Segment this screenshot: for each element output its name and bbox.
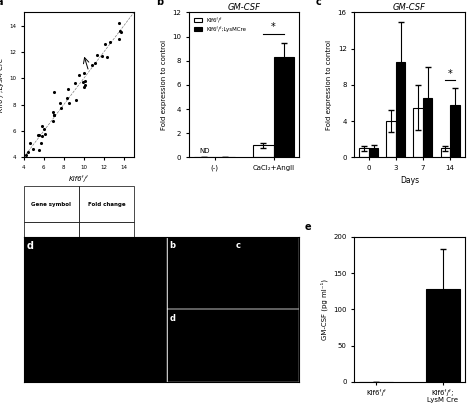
- Bar: [413, 107, 423, 157]
- Point: [65, 100, 73, 106]
- Bar: [440, 148, 450, 157]
- Point: [27, 140, 34, 146]
- Text: c: c: [236, 241, 241, 250]
- Y-axis label: Fold expression to control: Fold expression to control: [326, 40, 332, 130]
- Point: [79, 79, 87, 86]
- Y-axis label: Fold expression to control: Fold expression to control: [161, 40, 167, 130]
- Bar: [396, 62, 405, 157]
- Point: [56, 100, 64, 106]
- Point: [99, 53, 106, 59]
- Text: e: e: [305, 222, 311, 232]
- Point: [115, 36, 123, 42]
- Point: [107, 39, 114, 45]
- Bar: [273, 57, 294, 157]
- Point: [103, 54, 111, 61]
- Point: [81, 81, 88, 88]
- Point: [49, 118, 57, 125]
- Text: ND: ND: [199, 148, 210, 154]
- Point: [38, 123, 46, 129]
- Point: [37, 139, 45, 146]
- Point: [81, 78, 89, 85]
- Bar: [167, 237, 299, 309]
- Point: [40, 125, 47, 132]
- Text: a: a: [0, 0, 3, 7]
- Point: [117, 27, 124, 34]
- Bar: [426, 289, 459, 382]
- Point: [64, 86, 72, 93]
- Bar: [450, 105, 459, 157]
- Bar: [369, 148, 378, 157]
- Point: [50, 112, 58, 118]
- Point: [80, 83, 88, 90]
- Point: [36, 132, 43, 139]
- Y-axis label: GM-CSF (pg ml⁻¹): GM-CSF (pg ml⁻¹): [320, 279, 328, 340]
- X-axis label: Klf6ᶠ/ᶠ: Klf6ᶠ/ᶠ: [69, 176, 89, 183]
- Point: [38, 133, 46, 140]
- Point: [93, 52, 101, 59]
- Text: *: *: [447, 68, 452, 78]
- Text: d: d: [27, 241, 34, 251]
- Point: [22, 152, 29, 159]
- Point: [72, 80, 79, 86]
- Text: *: *: [271, 22, 276, 32]
- Point: [73, 96, 80, 103]
- Legend: Klf6ᶠ/ᶠ, Klf6ᶠ/ᶠ;LysMCre: Klf6ᶠ/ᶠ, Klf6ᶠ/ᶠ;LysMCre: [192, 15, 249, 34]
- X-axis label: Days: Days: [400, 176, 419, 186]
- Title: GM-CSF: GM-CSF: [228, 2, 261, 12]
- Text: d: d: [170, 314, 176, 323]
- Bar: [253, 145, 273, 157]
- Point: [63, 95, 71, 102]
- Point: [75, 72, 82, 78]
- Text: b: b: [156, 0, 163, 7]
- Point: [57, 105, 65, 111]
- Bar: [359, 148, 369, 157]
- Point: [80, 70, 88, 77]
- Point: [36, 146, 43, 153]
- Point: [101, 41, 109, 48]
- Point: [34, 132, 41, 138]
- Point: [91, 60, 99, 66]
- Point: [41, 131, 49, 137]
- Point: [49, 109, 57, 115]
- Y-axis label: Klf6ᶠ/ᶠ;LysM Cre: Klf6ᶠ/ᶠ;LysM Cre: [0, 58, 3, 112]
- Bar: [167, 309, 299, 382]
- Point: [115, 20, 123, 27]
- Text: c: c: [316, 0, 321, 7]
- Bar: [423, 98, 432, 157]
- Text: b: b: [170, 241, 176, 250]
- Point: [117, 28, 125, 35]
- Point: [50, 112, 58, 118]
- Point: [25, 149, 32, 156]
- Point: [30, 145, 37, 152]
- Point: [89, 61, 96, 68]
- Bar: [386, 121, 396, 157]
- Point: [26, 155, 33, 162]
- Title: GM-CSF: GM-CSF: [393, 2, 426, 12]
- Point: [50, 89, 57, 95]
